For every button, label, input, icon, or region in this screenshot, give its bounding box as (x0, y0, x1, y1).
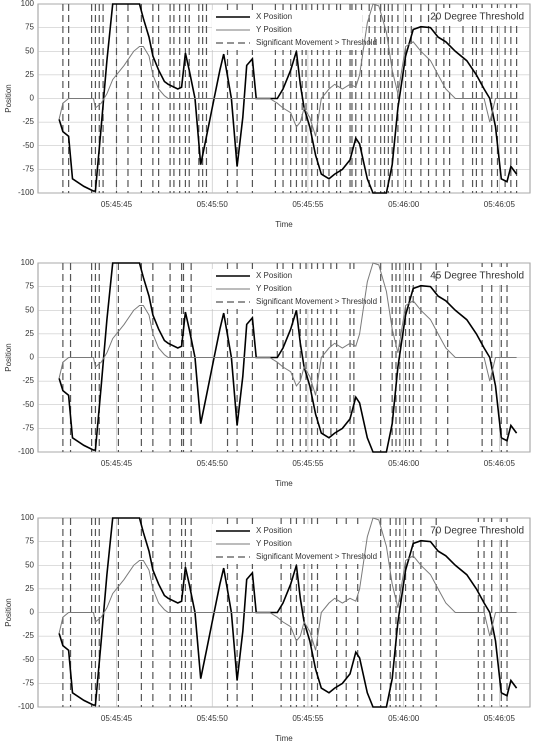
legend-label: Significant Movement > Threshold (256, 297, 377, 306)
title-box (440, 8, 528, 26)
series-line (58, 262, 517, 396)
y-tick-label: -100 (18, 702, 35, 711)
legend-label: Significant Movement > Threshold (256, 38, 377, 47)
y-tick-label: 0 (30, 608, 35, 617)
x-tick-label: 05:45:45 (101, 200, 133, 209)
x-tick-label: 05:46:00 (388, 200, 420, 209)
series-line (58, 3, 517, 137)
y-tick-label: -75 (22, 423, 34, 432)
y-tick-label: 100 (21, 0, 35, 8)
chart-title: 45 Degree Threshold (430, 271, 524, 282)
legend-label: X Position (256, 12, 292, 21)
y-tick-label: 75 (25, 282, 34, 291)
y-tick-label: -75 (22, 678, 34, 687)
y-tick-label: -75 (22, 164, 34, 173)
y-axis-label: Position (4, 343, 13, 371)
y-tick-label: -50 (22, 141, 34, 150)
y-tick-label: 75 (25, 537, 34, 546)
x-tick-label: 05:46:05 (484, 714, 516, 723)
y-tick-label: 25 (25, 329, 34, 338)
legend-label: Y Position (256, 539, 292, 548)
x-tick-label: 05:45:45 (101, 714, 133, 723)
x-tick-label: 05:45:55 (292, 200, 324, 209)
x-tick-label: 05:45:50 (197, 459, 229, 468)
y-tick-label: 50 (25, 560, 34, 569)
legend-label: Y Position (256, 284, 292, 293)
x-axis-label: Time (275, 479, 293, 488)
x-tick-label: 05:46:00 (388, 714, 420, 723)
x-tick-label: 05:45:50 (197, 200, 229, 209)
title-box (440, 267, 528, 285)
y-axis-label: Position (4, 598, 13, 626)
y-tick-label: -50 (22, 655, 34, 664)
x-axis-label: Time (275, 220, 293, 229)
panel: -100 -75 -50 -25 0 25 50 75 100 05:45:45 05:45:50 0… (4, 513, 531, 743)
y-tick-label: -25 (22, 376, 34, 385)
panel: -100 -75 -50 -25 0 25 50 75 100 05:45:45 05:45:50 0… (4, 258, 531, 488)
legend-label: Significant Movement > Threshold (256, 552, 377, 561)
y-tick-label: -50 (22, 400, 34, 409)
y-tick-label: -25 (22, 631, 34, 640)
chart-title: 70 Degree Threshold (430, 526, 524, 537)
series-line (58, 262, 518, 453)
x-tick-label: 05:46:05 (484, 200, 516, 209)
legend-label: X Position (256, 271, 292, 280)
y-tick-label: 50 (25, 305, 34, 314)
title-box (440, 522, 528, 540)
panel: -100 -75 -50 -25 0 25 50 75 100 05:45:45 05:45:50 0… (4, 0, 531, 229)
x-tick-label: 05:46:00 (388, 459, 420, 468)
series-line (58, 517, 518, 708)
y-tick-label: -100 (18, 447, 35, 456)
series-line (58, 3, 518, 194)
chart-title: 20 Degree Threshold (430, 12, 524, 23)
y-tick-label: 25 (25, 70, 34, 79)
y-tick-label: -25 (22, 117, 34, 126)
x-tick-label: 05:45:55 (292, 714, 324, 723)
legend-label: Y Position (256, 25, 292, 34)
y-tick-label: -100 (18, 188, 35, 197)
x-tick-label: 05:45:50 (197, 714, 229, 723)
series-line (58, 517, 517, 651)
y-tick-label: 0 (30, 94, 35, 103)
x-tick-label: 05:45:55 (292, 459, 324, 468)
x-tick-label: 05:45:45 (101, 459, 133, 468)
y-tick-label: 0 (30, 353, 35, 362)
legend-label: X Position (256, 526, 292, 535)
y-tick-label: 25 (25, 584, 34, 593)
x-axis-label: Time (275, 734, 293, 743)
y-tick-label: 100 (21, 513, 35, 522)
y-tick-label: 75 (25, 23, 34, 32)
y-axis-label: Position (4, 84, 13, 112)
y-tick-label: 100 (21, 258, 35, 267)
x-tick-label: 05:46:05 (484, 459, 516, 468)
y-tick-label: 50 (25, 46, 34, 55)
